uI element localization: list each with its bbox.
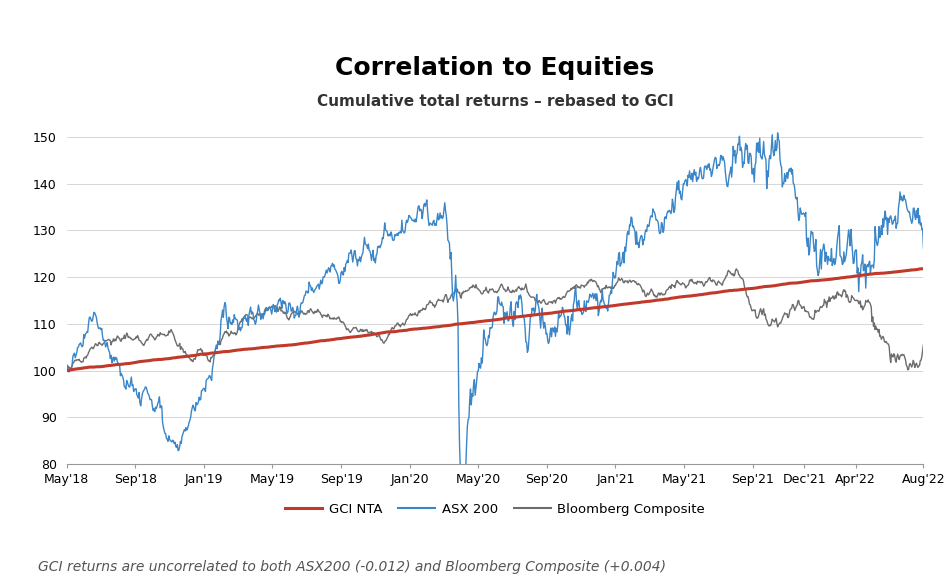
- Text: GCI returns are uncorrelated to both ASX200 (-0.012) and Bloomberg Composite (+0: GCI returns are uncorrelated to both ASX…: [38, 560, 666, 574]
- Legend: GCI NTA, ASX 200, Bloomberg Composite: GCI NTA, ASX 200, Bloomberg Composite: [280, 498, 710, 521]
- Text: Cumulative total returns – rebased to GCI: Cumulative total returns – rebased to GC…: [317, 94, 673, 109]
- Title: Correlation to Equities: Correlation to Equities: [335, 56, 655, 80]
